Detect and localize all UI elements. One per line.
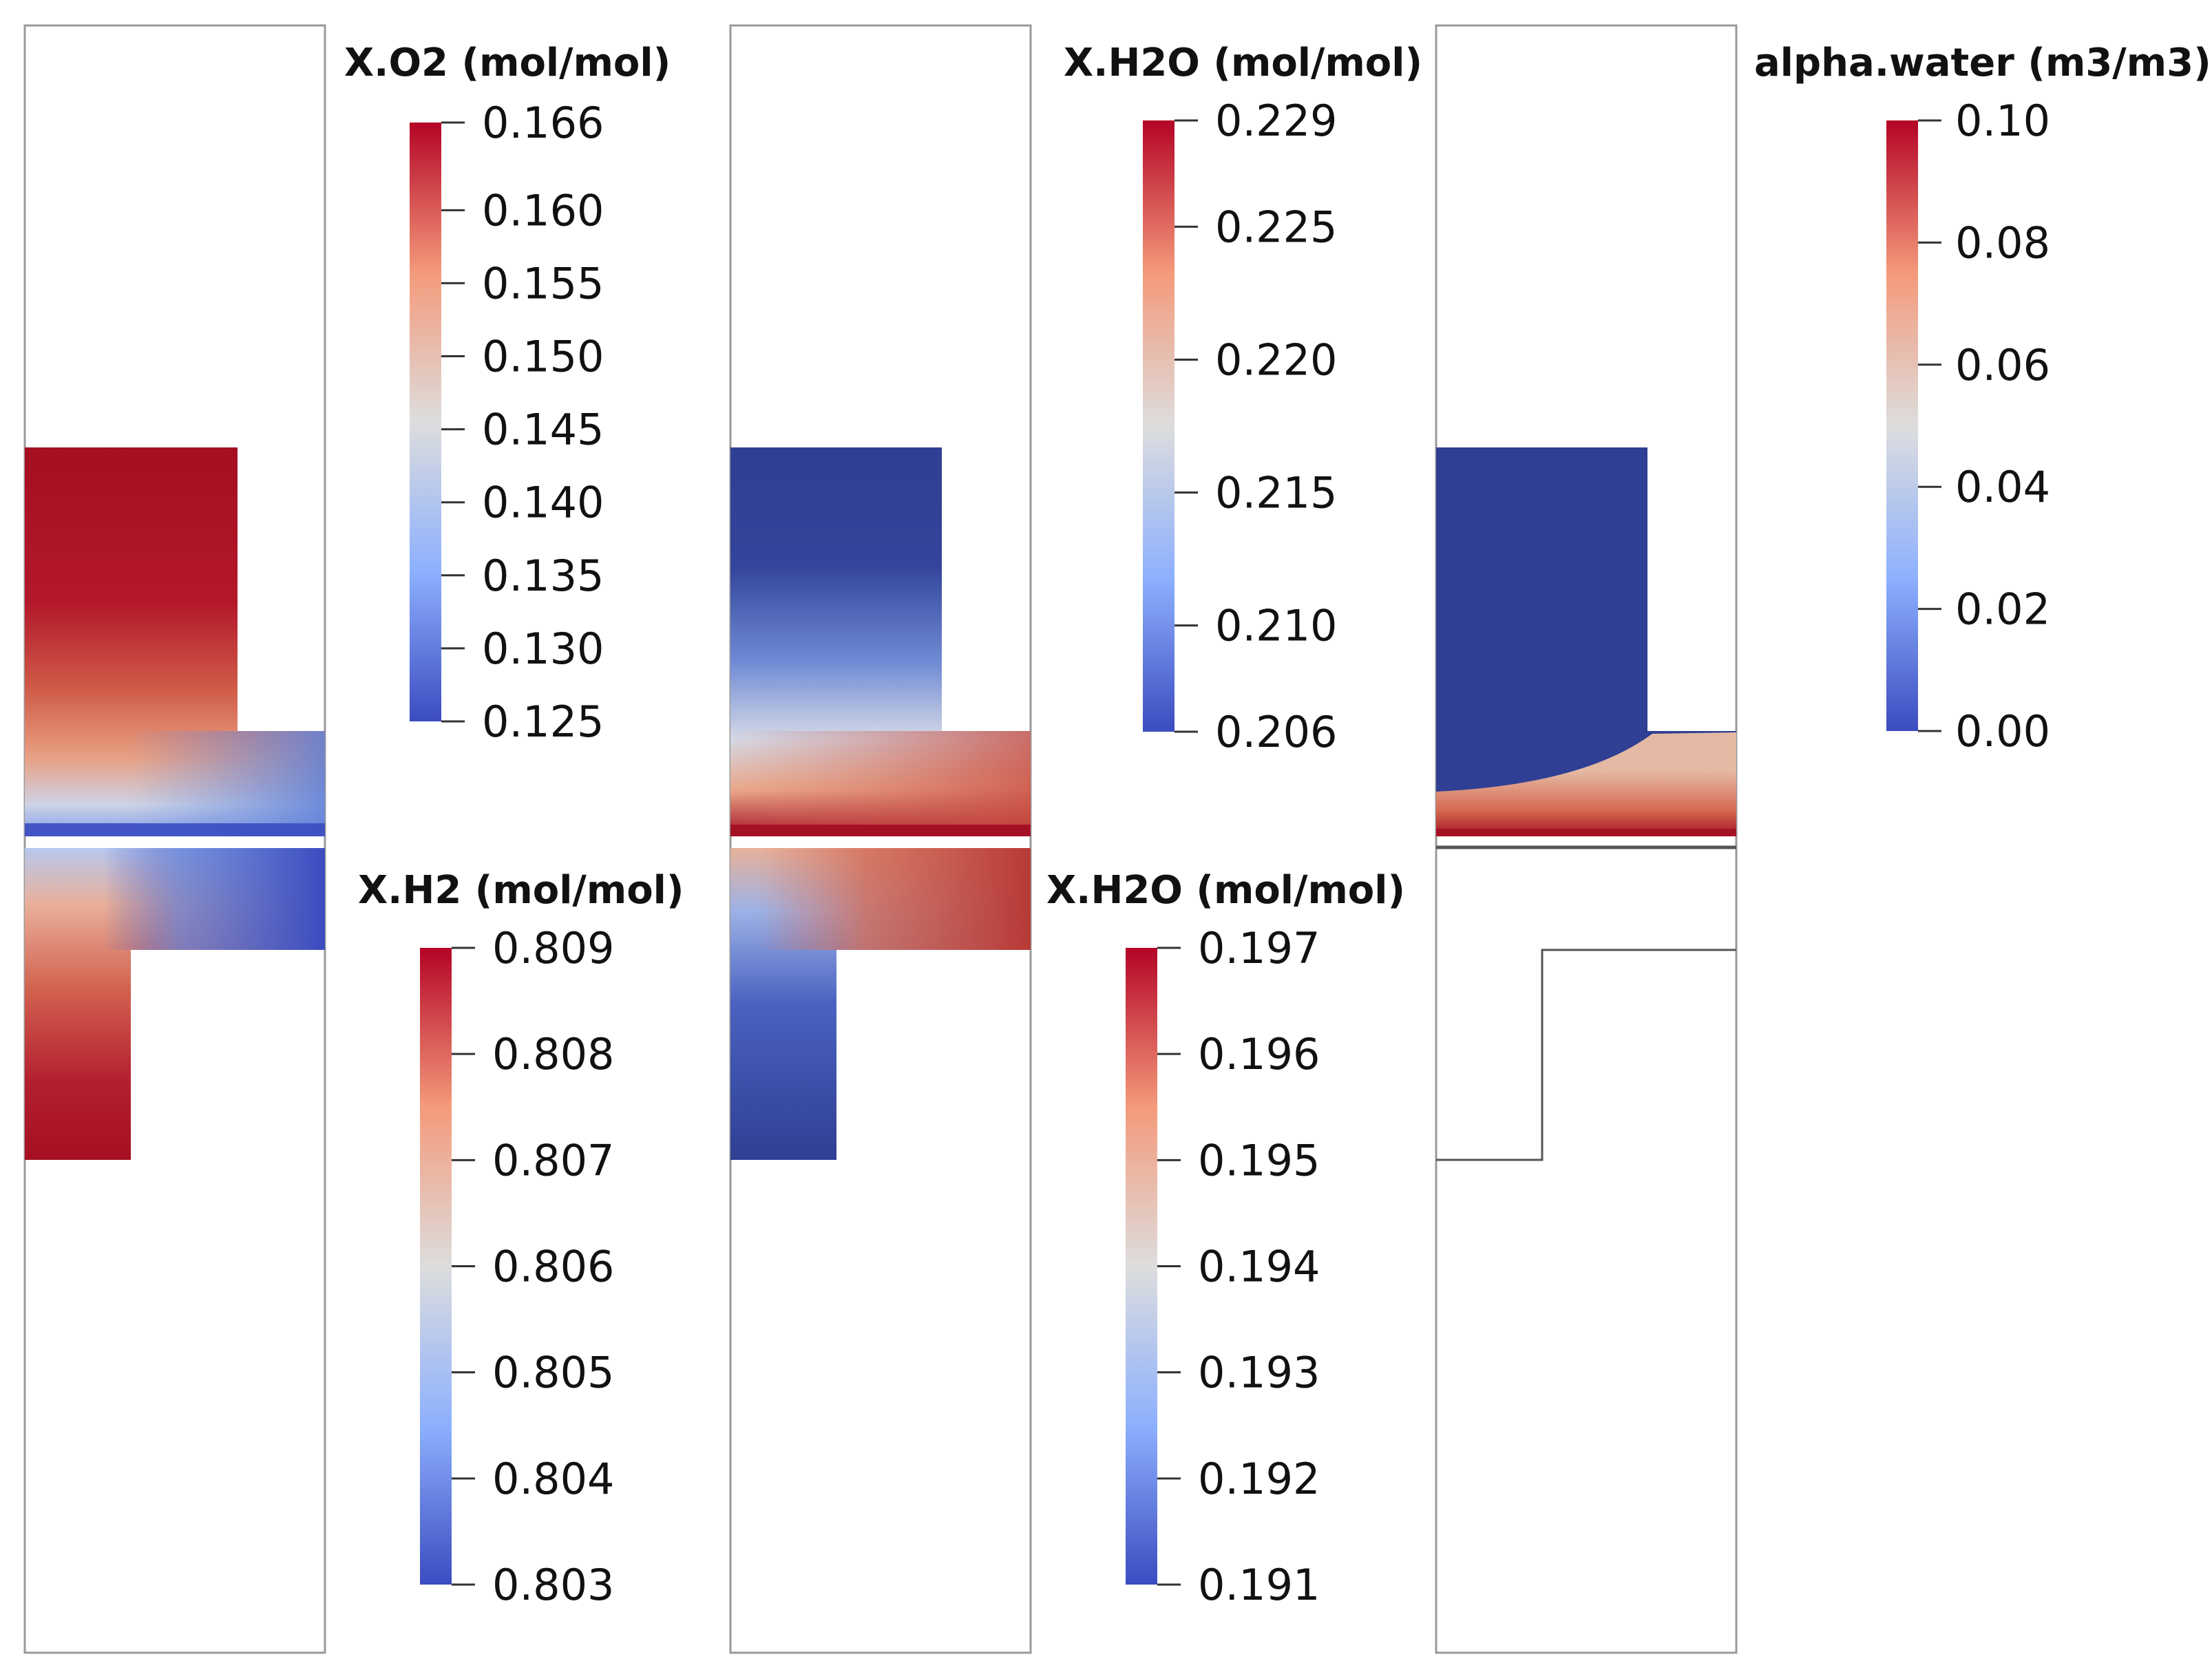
panel-frame-right bbox=[1435, 24, 1738, 1654]
colorbar-title-xh2o-bottom: X.H2O (mol/mol) bbox=[1046, 868, 1405, 913]
colorbar-tick-label: 0.229 bbox=[1215, 96, 1338, 146]
colorbar-tick-label: 0.197 bbox=[1198, 923, 1320, 973]
colorbar-tick-label: 0.194 bbox=[1198, 1242, 1320, 1292]
colorbar-tick-label: 0.220 bbox=[1215, 335, 1338, 385]
colorbar-tick-label: 0.195 bbox=[1198, 1135, 1320, 1185]
colorbar-alpha-water bbox=[1886, 120, 1918, 731]
h2o-anode-field bbox=[730, 848, 1031, 1160]
colorbar-ticks-alpha-water: 0.10 0.08 0.06 0.04 0.02 0.00 bbox=[1918, 96, 2050, 756]
h2-field-channel-overlay bbox=[103, 848, 325, 950]
colorbar-tick-label: 0.140 bbox=[482, 478, 604, 528]
o2-field-channel-overlay bbox=[131, 731, 325, 836]
water-field bbox=[1436, 447, 1736, 836]
colorbar-ticks-xh2o-top: 0.229 0.225 0.220 0.215 0.210 0.206 bbox=[1175, 96, 1338, 757]
colorbar-tick-label: 0.803 bbox=[492, 1560, 615, 1610]
colorbar-tick-label: 0.193 bbox=[1198, 1348, 1320, 1398]
colorbar-tick-label: 0.10 bbox=[1955, 96, 2050, 146]
colorbar-tick-label: 0.155 bbox=[482, 258, 604, 308]
colorbar-tick-label: 0.150 bbox=[482, 332, 604, 382]
colorbar-xh2o-top bbox=[1143, 120, 1175, 732]
o2-field-membrane-edge bbox=[25, 823, 325, 836]
colorbar-tick-label: 0.166 bbox=[482, 98, 604, 148]
h2o-cathode-channel-overlay bbox=[730, 731, 1031, 836]
colorbar-tick-label: 0.00 bbox=[1955, 706, 2050, 756]
panel-frame-middle bbox=[729, 24, 1032, 1654]
colorbar-tick-label: 0.805 bbox=[492, 1348, 615, 1398]
anode-geometry-outline bbox=[1436, 847, 1736, 1161]
colorbar-tick-label: 0.130 bbox=[482, 624, 604, 674]
h2o-anode-channel-overlay bbox=[757, 848, 1031, 950]
colorbar-tick-label: 0.08 bbox=[1955, 218, 2050, 268]
panel-frame-left bbox=[23, 24, 326, 1654]
colorbar-tick-label: 0.125 bbox=[482, 697, 604, 747]
water-field-liquid bbox=[1436, 732, 1736, 836]
colorbar-title-xh2o-top: X.H2O (mol/mol) bbox=[1064, 41, 1422, 85]
colorbar-tick-label: 0.160 bbox=[482, 185, 604, 235]
colorbar-title-xo2: X.O2 (mol/mol) bbox=[344, 41, 671, 85]
colorbar-xo2 bbox=[410, 123, 441, 721]
colorbar-tick-label: 0.04 bbox=[1955, 462, 2050, 512]
colorbar-tick-label: 0.806 bbox=[492, 1242, 615, 1292]
colorbar-tick-label: 0.215 bbox=[1215, 468, 1338, 518]
colorbar-xh2 bbox=[420, 948, 452, 1585]
colorbar-tick-label: 0.192 bbox=[1198, 1454, 1320, 1504]
colorbar-tick-label: 0.191 bbox=[1198, 1560, 1320, 1610]
o2-field bbox=[25, 447, 325, 836]
colorbar-ticks-xo2: 0.166 0.160 0.155 0.150 0.145 0.140 0.135 0.130… bbox=[441, 98, 604, 747]
colorbar-tick-label: 0.808 bbox=[492, 1029, 615, 1079]
colorbar-tick-label: 0.02 bbox=[1955, 584, 2050, 635]
colorbar-ticks-xh2o-bottom: 0.197 0.196 0.195 0.194 0.193 0.192 0.191 bbox=[1157, 923, 1320, 1610]
h2o-cathode-membrane-edge bbox=[730, 825, 1031, 836]
colorbar-tick-label: 0.06 bbox=[1955, 340, 2050, 390]
h2-field bbox=[25, 848, 325, 1160]
colorbar-tick-label: 0.804 bbox=[492, 1454, 615, 1504]
colorbar-tick-label: 0.135 bbox=[482, 551, 604, 601]
colorbar-tick-label: 0.196 bbox=[1198, 1029, 1320, 1079]
colorbar-ticks-xh2: 0.809 0.808 0.807 0.806 0.805 0.804 0.803 bbox=[452, 923, 615, 1610]
colorbar-tick-label: 0.206 bbox=[1215, 707, 1338, 757]
colorbar-title-alpha-water: alpha.water (m3/m3) bbox=[1754, 41, 2211, 85]
colorbar-tick-label: 0.225 bbox=[1215, 202, 1338, 252]
h2o-cathode-field bbox=[730, 447, 1031, 836]
colorbar-tick-label: 0.809 bbox=[492, 923, 615, 973]
colorbar-tick-label: 0.807 bbox=[492, 1135, 615, 1185]
colorbar-title-xh2: X.H2 (mol/mol) bbox=[358, 868, 684, 913]
colorbar-xh2o-bottom bbox=[1126, 948, 1157, 1585]
colorbar-tick-label: 0.210 bbox=[1215, 601, 1338, 651]
water-field-membrane-edge bbox=[1436, 829, 1736, 836]
colorbar-tick-label: 0.145 bbox=[482, 405, 604, 455]
